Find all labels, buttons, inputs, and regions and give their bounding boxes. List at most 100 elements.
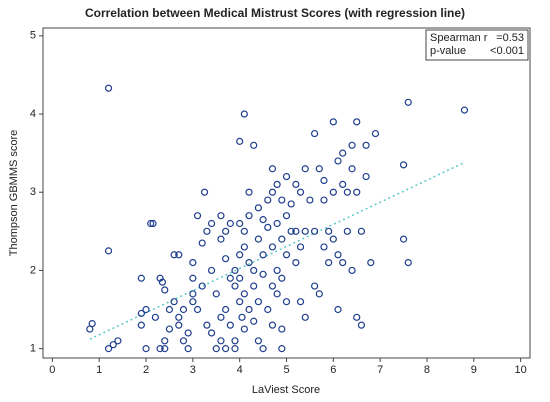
point [198, 239, 206, 247]
point [212, 290, 220, 298]
point [273, 219, 281, 228]
point [184, 345, 192, 353]
point [301, 313, 309, 321]
y-tick-label: 4 [30, 108, 36, 120]
point [189, 274, 197, 282]
point [217, 313, 225, 321]
point [179, 305, 188, 314]
point [114, 337, 122, 345]
point [310, 129, 319, 138]
point [175, 313, 183, 321]
stats-frame [425, 29, 529, 61]
point [193, 212, 202, 220]
point [165, 325, 174, 333]
point [320, 176, 328, 185]
point [292, 180, 300, 188]
point [278, 235, 286, 243]
point [268, 321, 277, 329]
x-axis-label: LaViest Score [252, 384, 320, 396]
point [147, 219, 155, 228]
point [222, 227, 230, 235]
point [250, 282, 258, 290]
point [236, 137, 244, 145]
point [240, 243, 248, 251]
point [268, 188, 277, 196]
point [137, 321, 145, 329]
point [193, 305, 202, 314]
point [254, 298, 263, 306]
point [339, 180, 347, 188]
point [184, 329, 192, 337]
point [236, 298, 244, 306]
y-tick-label: 2 [30, 264, 36, 276]
point [203, 227, 211, 235]
point [315, 165, 323, 173]
x-tick-label: 6 [330, 364, 336, 376]
point [245, 258, 253, 267]
x-tick-label: 10 [515, 364, 527, 376]
point [203, 321, 211, 329]
point [226, 219, 234, 228]
point [109, 341, 117, 349]
stat-name: p-value [430, 45, 466, 57]
point [231, 266, 239, 275]
point [362, 172, 370, 181]
stat-value: =0.53 [496, 32, 524, 44]
stat-value: <0.001 [490, 45, 524, 57]
point [273, 290, 281, 298]
point [245, 305, 253, 314]
point [264, 305, 272, 314]
point [142, 345, 150, 353]
point [348, 165, 356, 173]
point [353, 118, 361, 126]
point [254, 204, 263, 212]
point [404, 258, 412, 267]
point [104, 84, 113, 92]
point [175, 321, 183, 329]
point [151, 313, 159, 321]
y-axis-label: Thompson GBMMS score [8, 130, 20, 257]
point [399, 235, 408, 243]
point [142, 305, 150, 314]
point [254, 337, 263, 345]
point [236, 219, 244, 228]
point [250, 266, 258, 275]
x-tick-label: 0 [49, 364, 55, 376]
point [268, 243, 277, 251]
point [339, 149, 347, 157]
point [320, 243, 328, 251]
x-tick-label: 9 [471, 364, 477, 376]
point [226, 321, 234, 329]
point [310, 227, 319, 235]
point [170, 251, 178, 259]
point [287, 227, 295, 235]
point [343, 227, 351, 235]
point [334, 251, 342, 259]
point [137, 274, 145, 282]
point [460, 106, 469, 114]
point [175, 251, 183, 259]
point [240, 290, 248, 298]
point [250, 317, 258, 325]
point [189, 298, 197, 306]
point [353, 188, 361, 196]
point [278, 345, 286, 353]
point [189, 258, 197, 267]
x-tick-label: 7 [377, 364, 383, 376]
point [217, 212, 225, 220]
point [278, 274, 286, 282]
point [245, 212, 253, 220]
point [329, 188, 337, 196]
point [282, 172, 291, 181]
point [292, 227, 300, 235]
point [329, 235, 337, 243]
y-tick-label: 5 [30, 30, 36, 42]
point [278, 196, 286, 204]
point [165, 305, 174, 314]
point [222, 255, 230, 263]
point [259, 270, 267, 278]
point [198, 282, 206, 290]
point [301, 165, 309, 173]
point [296, 243, 305, 251]
point [217, 235, 225, 243]
